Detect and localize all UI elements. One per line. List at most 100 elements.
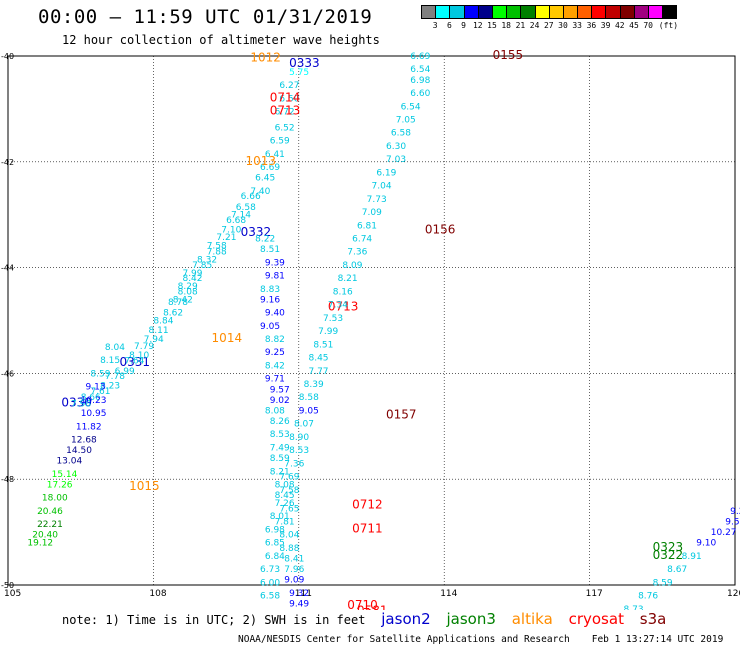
wave-height-label: 7.14 xyxy=(231,211,251,221)
x-tick-label: 108 xyxy=(149,589,166,599)
note-line: note: 1) Time is in UTC; 2) SWH is in fe… xyxy=(62,610,666,628)
wave-height-label: 7.04 xyxy=(372,182,392,192)
wave-height-label: 7.94 xyxy=(144,335,164,345)
wave-height-label: 8.78 xyxy=(168,298,188,308)
wave-height-label: 7.36 xyxy=(347,248,367,258)
wave-height-label: 14.50 xyxy=(66,446,92,456)
wave-height-label: 7.58 xyxy=(207,241,227,251)
wave-height-label: 8.42 xyxy=(265,361,285,371)
pass-time-label: 1012 xyxy=(250,51,281,65)
legend-label: 42 xyxy=(614,21,625,30)
wave-height-label: 7.98 xyxy=(71,400,91,410)
pass-time-label: 0714 xyxy=(270,90,301,104)
wave-height-label: 9.71 xyxy=(265,375,285,385)
pass-time-label: 0711 xyxy=(352,521,383,535)
wave-height-label: 9.40 xyxy=(265,309,285,319)
wave-height-label: 9.81 xyxy=(265,272,285,282)
wave-height-label: 7.77 xyxy=(308,367,328,377)
pass-time-label: 0323 xyxy=(653,540,684,554)
x-tick-label: 117 xyxy=(586,589,603,599)
legend-label: 18 xyxy=(501,21,512,30)
wave-height-label: 8.51 xyxy=(260,245,280,255)
wave-height-label: 10.23 xyxy=(81,396,107,406)
wave-height-label: 8.73 xyxy=(624,605,644,610)
legend-labels: 3 6 9 12 15 18 21 24 27 30 33 36 39 42 45 70 (ft) xyxy=(421,21,740,33)
pass-time-label: 0713 xyxy=(270,104,301,118)
x-tick-label: 111 xyxy=(295,589,312,599)
wave-height-label: 7.34 xyxy=(328,301,348,311)
wave-height-label: 7.53 xyxy=(323,314,343,324)
wave-height-label: 15.14 xyxy=(52,470,78,480)
note-sat-altika: altika xyxy=(511,610,553,628)
wave-height-label: 6.30 xyxy=(386,142,406,152)
wave-height-label: 6.99 xyxy=(115,367,135,377)
wave-height-label: 9.09 xyxy=(284,576,304,586)
pass-time-label: 0155 xyxy=(493,48,524,62)
wave-height-label: 7.61 xyxy=(90,387,110,397)
wave-height-label: 7.69 xyxy=(279,473,299,483)
wave-height-label: 8.11 xyxy=(149,326,169,336)
legend-label: 12 xyxy=(472,21,483,30)
wave-height-label: 7.64 xyxy=(124,357,144,367)
map-title: 00:00 – 11:59 UTC 01/31/2019 xyxy=(38,6,373,28)
pass-time-label: 0581 xyxy=(357,603,388,610)
wave-height-label: 6.27 xyxy=(279,81,299,91)
y-tick-label: -46 xyxy=(1,369,14,378)
wave-height-label: 7.79 xyxy=(134,342,154,352)
wave-height-label: 6.81 xyxy=(357,221,377,231)
pass-time-label: 0713 xyxy=(328,299,359,313)
wave-height-label: 8.10 xyxy=(129,351,149,361)
wave-height-label: 7.09 xyxy=(362,208,382,218)
y-tick-label: -48 xyxy=(1,475,14,484)
wave-height-label: 8.58 xyxy=(299,393,319,403)
wave-height-label: 7.78 xyxy=(105,372,125,382)
wave-height-label: 8.21 xyxy=(270,467,290,477)
wave-height-label: 8.62 xyxy=(163,309,183,319)
wave-height-label: 7.65 xyxy=(279,504,299,514)
pass-time-label: 0710 xyxy=(347,598,378,610)
wave-height-label: 8.16 xyxy=(333,287,353,297)
pass-time-label: 0333 xyxy=(289,56,320,70)
wave-height-label: 8.08 xyxy=(275,480,295,490)
wave-height-label: 20.46 xyxy=(37,507,63,517)
wave-height-label: 6.00 xyxy=(260,578,280,588)
pass-time-label: 1013 xyxy=(245,154,276,168)
wave-height-label: 8.41 xyxy=(284,555,304,565)
pass-time-label: 0331 xyxy=(119,355,150,369)
wave-height-label: 7.21 xyxy=(216,233,236,243)
wave-height-label: 6.59 xyxy=(270,137,290,147)
wave-height-label: 8.26 xyxy=(270,417,290,427)
wave-height-label: 6.19 xyxy=(376,168,396,178)
pass-time-label: 1015 xyxy=(129,479,160,493)
wave-height-label: 8.08 xyxy=(265,406,285,416)
track-labels: 03307.988.667.618.237.786.9903317.648.10… xyxy=(27,48,740,610)
wave-height-label: 9.32 xyxy=(289,589,309,599)
wave-height-label: 6.41 xyxy=(265,150,285,160)
wave-height-label: 9.16 xyxy=(260,295,280,305)
wave-height-label: 7.99 xyxy=(182,269,202,279)
note-sat-jason3: jason3 xyxy=(446,610,496,628)
wave-height-label: 7.81 xyxy=(275,518,295,528)
wave-height-label: 6.98 xyxy=(265,525,285,535)
wave-height-label: 9.02 xyxy=(270,396,290,406)
wave-height-label: 7.49 xyxy=(270,443,290,453)
wave-height-label: 8.67 xyxy=(667,565,687,575)
wave-height-label: 8.91 xyxy=(682,552,702,562)
wave-height-label: 8.07 xyxy=(294,420,314,430)
pass-time-label: 0712 xyxy=(352,498,383,512)
wave-height-label: 8.88 xyxy=(279,544,299,554)
wave-height-label: 7.05 xyxy=(396,115,416,125)
wave-height-label: 8.45 xyxy=(308,354,328,364)
wave-height-color-legend xyxy=(421,5,678,19)
wave-height-label: 9.23 xyxy=(730,507,740,517)
wave-height-label: 8.66 xyxy=(81,393,101,403)
wave-height-label: 6.74 xyxy=(352,235,372,245)
wave-height-label: 6.58 xyxy=(260,592,280,602)
wave-height-label: 6.50 xyxy=(279,94,299,104)
x-tick-label: 114 xyxy=(440,589,457,599)
generation-timestamp: Feb 1 13:27:14 UTC 2019 xyxy=(591,634,724,645)
wave-height-label: 8.42 xyxy=(182,274,202,284)
wave-height-label: 6.58 xyxy=(391,129,411,139)
wave-height-label: 6.84 xyxy=(265,552,285,562)
legend-label: 36 xyxy=(586,21,597,30)
